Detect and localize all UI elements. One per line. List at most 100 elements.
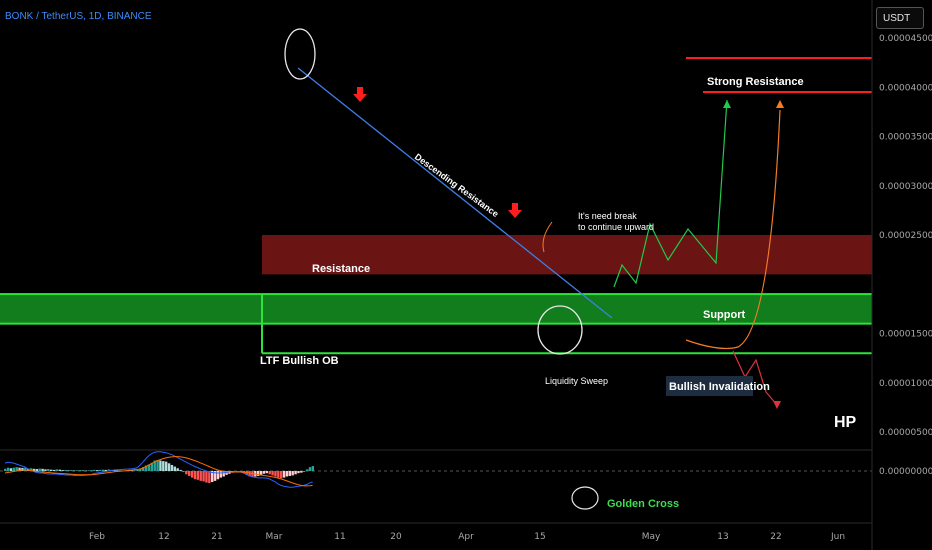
top-circle-marker [284, 28, 316, 80]
macd-histogram-bar [18, 467, 21, 471]
support-label: Support [703, 309, 745, 321]
macd-histogram-bar [259, 471, 263, 475]
macd-histogram-bar [133, 470, 136, 471]
macd-histogram-bar [55, 469, 59, 471]
time-tick-label: Jun [830, 532, 845, 542]
macd-histogram-bar [248, 471, 251, 477]
macd-histogram-bar [70, 470, 73, 471]
need-break-label-2: to continue upward [578, 222, 654, 232]
macd-histogram-bar [101, 469, 105, 471]
price-tick-label: 0.00002500 [879, 231, 932, 241]
price-tick-label: 0.00001000 [879, 379, 932, 389]
macd-histogram-bar [41, 468, 44, 471]
macd-histogram-bar [257, 471, 260, 476]
macd-histogram-bar [277, 471, 280, 478]
macd-histogram-bar [288, 471, 292, 476]
macd-histogram-bar [142, 467, 145, 471]
macd-histogram-bar [147, 464, 151, 471]
macd-histogram-bar [78, 470, 82, 471]
macd-histogram-bar [173, 466, 177, 471]
macd-histogram-bar [35, 469, 39, 471]
macd-histogram-bar [282, 471, 286, 478]
signal-line [4, 456, 313, 487]
macd-histogram-bar [213, 471, 217, 481]
symbol-title[interactable]: BONK / TetherUS, 1D, BINANCE [5, 11, 152, 22]
macd-histogram-bar [136, 469, 139, 471]
macd-histogram-bar [193, 471, 197, 480]
macd-histogram-bar [216, 471, 220, 480]
macd-histogram-bar [61, 470, 64, 471]
macd-histogram-bar [170, 464, 174, 471]
macd-histogram-bar [188, 471, 191, 476]
macd-histogram-bar [185, 471, 188, 475]
macd-histogram-bar [202, 471, 205, 482]
macd-histogram-bar [196, 471, 200, 480]
macd-histogram-bar [75, 470, 79, 471]
time-tick-label: 11 [334, 532, 345, 542]
macd-histogram-bar [107, 469, 110, 471]
macd-histogram-bar [285, 471, 289, 477]
descending-resistance-line [297, 67, 613, 319]
macd-histogram-bar [93, 469, 96, 471]
macd-histogram-bar [139, 468, 142, 471]
macd-histogram-bar [190, 471, 194, 478]
golden-cross-circle [571, 486, 599, 510]
macd-histogram-bar [58, 469, 62, 471]
macd-histogram-bar [150, 462, 154, 471]
macd-histogram-bar [176, 468, 179, 471]
red-down-arrow-icon [508, 203, 522, 218]
macd-histogram-bar [6, 467, 10, 471]
bullish-projection-path [613, 99, 728, 288]
macd-histogram-bar [64, 469, 67, 471]
macd-histogram-bar [274, 471, 277, 477]
currency-selector[interactable]: USDT [876, 7, 924, 29]
price-tick-label: 0.00000500 [879, 428, 932, 438]
macd-histogram-bar [165, 461, 168, 471]
macd-histogram-bar [265, 471, 269, 474]
macd-histogram-bar [50, 469, 53, 471]
macd-histogram-bar [271, 471, 274, 476]
bearish-invalidation-path [732, 350, 778, 406]
macd-line [4, 451, 313, 488]
orange-projection-curve [685, 109, 781, 350]
liquidity-sweep-label: Liquidity Sweep [545, 376, 608, 386]
time-tick-label: 21 [211, 532, 222, 542]
macd-histogram-bar [81, 470, 85, 472]
bullish-invalidation-label: Bullish Invalidation [669, 381, 770, 393]
macd-histogram-bar [159, 460, 162, 471]
macd-histogram-bar [179, 469, 182, 471]
macd-histogram-bar [52, 469, 56, 471]
macd-histogram-bar [156, 460, 159, 471]
macd-histogram-bar [262, 471, 266, 474]
macd-histogram-bar [268, 471, 271, 475]
macd-histogram-bar [300, 471, 303, 473]
macd-histogram-bar [104, 469, 108, 471]
time-tick-label: May [642, 532, 661, 542]
macd-histogram-bar [113, 470, 116, 471]
time-tick-label: Mar [266, 532, 283, 542]
macd-histogram-bar [153, 460, 156, 471]
red-down-arrow-icon [353, 87, 367, 102]
macd-histogram-bar [297, 471, 300, 474]
macd-histogram-bar [73, 470, 76, 472]
bullish-invalidation-box [666, 376, 753, 396]
macd-histogram-bar [67, 470, 70, 471]
macd-histogram-bar [222, 471, 225, 477]
time-tick-label: 22 [770, 532, 781, 542]
macd-pane [0, 451, 872, 488]
price-axis[interactable]: 0.00004500 0.00004000 0.00003500 0.00003000… [874, 0, 932, 477]
macd-histogram-bar [130, 470, 133, 472]
macd-histogram-bar [84, 470, 87, 472]
macd-histogram-bar [96, 470, 99, 471]
macd-histogram-bar [12, 467, 16, 471]
macd-histogram-bar [294, 471, 297, 475]
macd-histogram-bar [291, 471, 294, 476]
macd-histogram-bar [9, 468, 13, 471]
macd-histogram-bar [87, 470, 90, 471]
macd-zero-label: 0.00000000 [879, 467, 932, 477]
time-tick-label: 20 [390, 532, 402, 542]
time-axis[interactable]: Feb 12 21 Mar 11 20 Apr 15 May 13 22 Jun [89, 532, 845, 542]
macd-histogram-bar [311, 466, 315, 471]
hp-label: HP [834, 414, 857, 431]
